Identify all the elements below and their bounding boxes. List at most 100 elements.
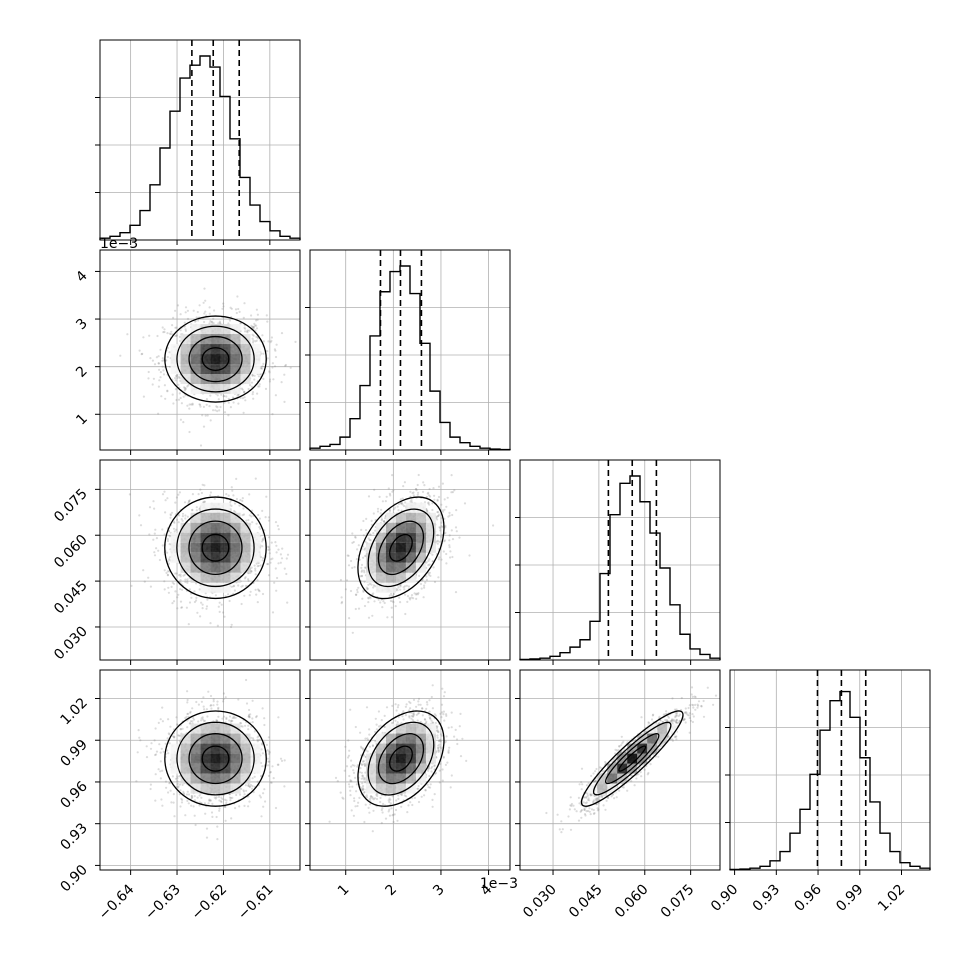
scatter-point [255,522,258,525]
scatter-point [468,554,471,557]
scatter-point [380,508,383,511]
scatter-point [186,385,189,388]
scatter-point [401,497,404,500]
scatter-point [268,370,271,373]
scatter-point [367,616,371,619]
scatter-point [256,565,259,568]
scatter-point [161,706,164,709]
scatter-point [251,326,254,329]
density-cell [375,572,386,583]
scatter-point [250,381,254,384]
scatter-point [175,572,178,575]
scatter-point [361,597,364,600]
scatter-point [448,539,451,542]
scatter-point [176,775,179,778]
scatter-point [261,707,264,710]
scatter-point [362,569,366,572]
scatter-point [183,321,186,324]
scatter-point [235,477,238,480]
scatter-point [351,532,354,535]
density-cell [250,344,261,355]
scatter-point [242,391,246,394]
histogram-step-0 [99,55,301,240]
scatter-point [255,319,258,322]
scatter-point [229,406,232,409]
scatter-point [428,494,431,497]
scatter-point [237,307,240,311]
scatter-point [158,743,161,746]
scatter-point [362,519,365,523]
scatter-point [181,512,185,515]
scatter-point [243,793,246,796]
scatter-point [380,518,383,521]
scatter-point [232,494,235,497]
density-cell [415,532,426,543]
scatter-point [265,314,268,317]
scatter-point [140,353,143,356]
scatter-point [183,387,186,390]
scatter-point [223,411,227,414]
scatter-point [251,337,254,340]
scatter-point [201,603,204,606]
scatter-point [172,793,175,796]
scatter-point [165,359,168,362]
scatter-point [271,366,274,369]
scatter-point [274,394,277,397]
scatter-point [451,491,454,494]
scatter-point [162,373,166,376]
scatter-point [166,737,169,740]
scatter-point [179,588,182,591]
scatter-point [184,328,187,331]
scatter-point [447,515,450,518]
scatter-point [431,553,434,556]
scatter-point [439,529,442,532]
scatter-point [258,526,261,529]
scatter-point [184,387,187,390]
scatter-point [403,585,407,588]
density-cell [170,344,181,355]
scatter-point [273,581,276,584]
scatter-point [177,493,180,496]
scatter-point [166,497,169,500]
scatter-point [363,548,366,551]
contour-2 [176,325,255,393]
scatter-point [184,388,187,391]
scatter-point [176,373,179,376]
scatter-point [139,524,143,527]
scatter-point [367,596,370,599]
density-cell [405,502,416,513]
scatter-point [344,588,347,591]
scatter-point [148,533,151,536]
scatter-point [161,493,165,496]
scatter-point [425,575,428,578]
scatter-point [141,352,144,355]
scatter-point [256,392,259,395]
scatter-point [153,551,156,554]
scatter-point [442,550,445,553]
scatter-point [242,411,245,414]
scatter-point [443,498,446,501]
scatter-point [176,596,179,599]
scatter-point [271,413,274,416]
scatter-point [149,783,152,786]
scatter-point [251,521,254,524]
density-cell [190,324,201,335]
scatter-point [244,330,247,333]
scatter-point [161,359,164,362]
scatter-point [217,322,220,325]
scatter-point [372,532,375,535]
scatter-point [234,308,238,311]
scatter-point [247,728,250,731]
scatter-point [396,589,399,592]
scatter-point [286,601,289,604]
scatter-point [187,793,191,796]
scatter-point [222,302,225,305]
scatter-point [249,590,252,593]
scatter-point [267,519,271,522]
scatter-point [410,594,414,597]
scatter-point [213,309,216,312]
scatter-point [147,576,150,579]
scatter-point [238,504,241,507]
scatter-point [205,398,208,401]
scatter-point [252,339,255,342]
